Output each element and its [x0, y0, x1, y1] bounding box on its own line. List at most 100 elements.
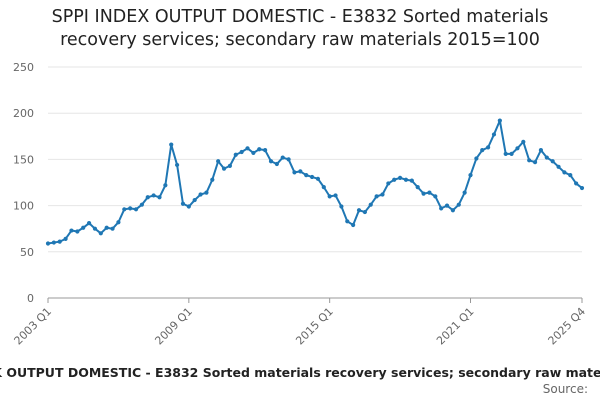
data-point[interactable] [69, 228, 74, 233]
data-point[interactable] [192, 197, 197, 203]
data-point[interactable] [321, 185, 326, 190]
data-point[interactable] [122, 207, 127, 212]
data-point[interactable] [562, 170, 567, 175]
data-point[interactable] [568, 173, 573, 178]
data-point[interactable] [268, 159, 274, 164]
data-point[interactable] [327, 194, 332, 199]
data-point[interactable] [274, 161, 279, 167]
data-point[interactable] [309, 174, 315, 180]
data-point[interactable] [133, 207, 139, 212]
data-point[interactable] [497, 118, 502, 123]
data-point[interactable] [92, 226, 98, 231]
data-point[interactable] [515, 146, 520, 151]
data-point[interactable] [521, 139, 526, 144]
data-point[interactable] [63, 236, 68, 241]
data-point[interactable] [556, 164, 561, 169]
data-point[interactable] [345, 219, 350, 224]
data-point[interactable] [75, 229, 80, 234]
data-point[interactable] [532, 160, 538, 165]
data-point[interactable] [298, 169, 303, 174]
data-point[interactable] [128, 206, 133, 211]
data-point[interactable] [139, 202, 144, 207]
data-point[interactable] [280, 155, 285, 160]
data-point[interactable] [98, 231, 103, 236]
data-point[interactable] [433, 194, 438, 199]
data-point[interactable] [427, 190, 432, 195]
data-point[interactable] [104, 225, 109, 230]
data-point[interactable] [374, 194, 379, 199]
data-point[interactable] [251, 150, 256, 156]
data-point[interactable] [216, 159, 221, 164]
data-point[interactable] [116, 220, 121, 225]
data-point[interactable] [491, 132, 497, 137]
data-point[interactable] [257, 147, 262, 152]
x-tick-label: 2003 Q1 [12, 305, 55, 348]
data-point[interactable] [286, 157, 291, 162]
data-point[interactable] [480, 148, 485, 153]
data-point[interactable] [579, 185, 585, 191]
series-line [47, 119, 583, 245]
data-point[interactable] [333, 193, 338, 198]
data-point[interactable] [362, 209, 367, 215]
data-point[interactable] [509, 151, 514, 156]
data-point[interactable] [175, 162, 180, 168]
data-point[interactable] [474, 156, 479, 161]
x-tick-label: 2021 Q1 [434, 305, 477, 348]
data-point[interactable] [51, 240, 56, 245]
data-point[interactable] [421, 191, 426, 196]
data-point[interactable] [233, 152, 238, 157]
data-point[interactable] [503, 151, 508, 156]
data-point[interactable] [304, 173, 309, 178]
data-point[interactable] [210, 177, 215, 182]
data-point[interactable] [339, 204, 344, 209]
data-point[interactable] [468, 173, 473, 178]
data-point[interactable] [415, 185, 420, 190]
y-tick-label: 0 [27, 292, 34, 305]
data-point[interactable] [409, 178, 414, 183]
data-point[interactable] [397, 175, 403, 180]
data-point[interactable] [157, 195, 162, 200]
data-point[interactable] [81, 225, 86, 230]
data-point[interactable] [462, 190, 467, 195]
legend-entry: K OUTPUT DOMESTIC - E3832 Sorted materia… [0, 365, 600, 380]
data-point[interactable] [574, 181, 579, 186]
data-point[interactable] [186, 204, 191, 209]
data-point[interactable] [110, 226, 115, 231]
data-point[interactable] [227, 163, 233, 168]
y-tick-labels: 0 50 100 150 200 250 [13, 61, 34, 305]
data-point[interactable] [239, 149, 244, 155]
data-point[interactable] [245, 146, 250, 151]
data-point[interactable] [180, 201, 186, 206]
y-tick-label: 150 [13, 153, 34, 166]
data-point[interactable] [57, 239, 62, 244]
data-point[interactable] [439, 206, 444, 211]
data-point[interactable] [527, 158, 532, 163]
data-point[interactable] [356, 208, 362, 213]
data-point[interactable] [292, 170, 297, 175]
y-tick-label: 200 [13, 107, 34, 120]
data-point[interactable] [486, 145, 491, 150]
data-point[interactable] [456, 202, 461, 207]
data-point[interactable] [221, 166, 227, 171]
data-point[interactable] [163, 183, 168, 188]
data-point[interactable] [198, 192, 203, 197]
data-point[interactable] [351, 222, 356, 228]
data-point[interactable] [86, 221, 92, 226]
data-point[interactable] [380, 192, 385, 197]
data-point[interactable] [368, 202, 373, 207]
data-point[interactable] [544, 155, 549, 160]
data-point[interactable] [204, 190, 209, 195]
data-point[interactable] [145, 195, 150, 200]
data-point[interactable] [263, 148, 268, 153]
data-point[interactable] [403, 177, 409, 182]
data-point[interactable] [392, 177, 397, 182]
data-point[interactable] [45, 241, 51, 246]
data-point[interactable] [538, 148, 544, 153]
data-point[interactable] [386, 181, 391, 186]
data-point[interactable] [151, 193, 156, 198]
data-point[interactable] [450, 208, 455, 213]
data-point[interactable] [550, 159, 555, 164]
data-point[interactable] [444, 203, 450, 208]
data-point[interactable] [169, 142, 174, 147]
data-point[interactable] [315, 176, 321, 181]
